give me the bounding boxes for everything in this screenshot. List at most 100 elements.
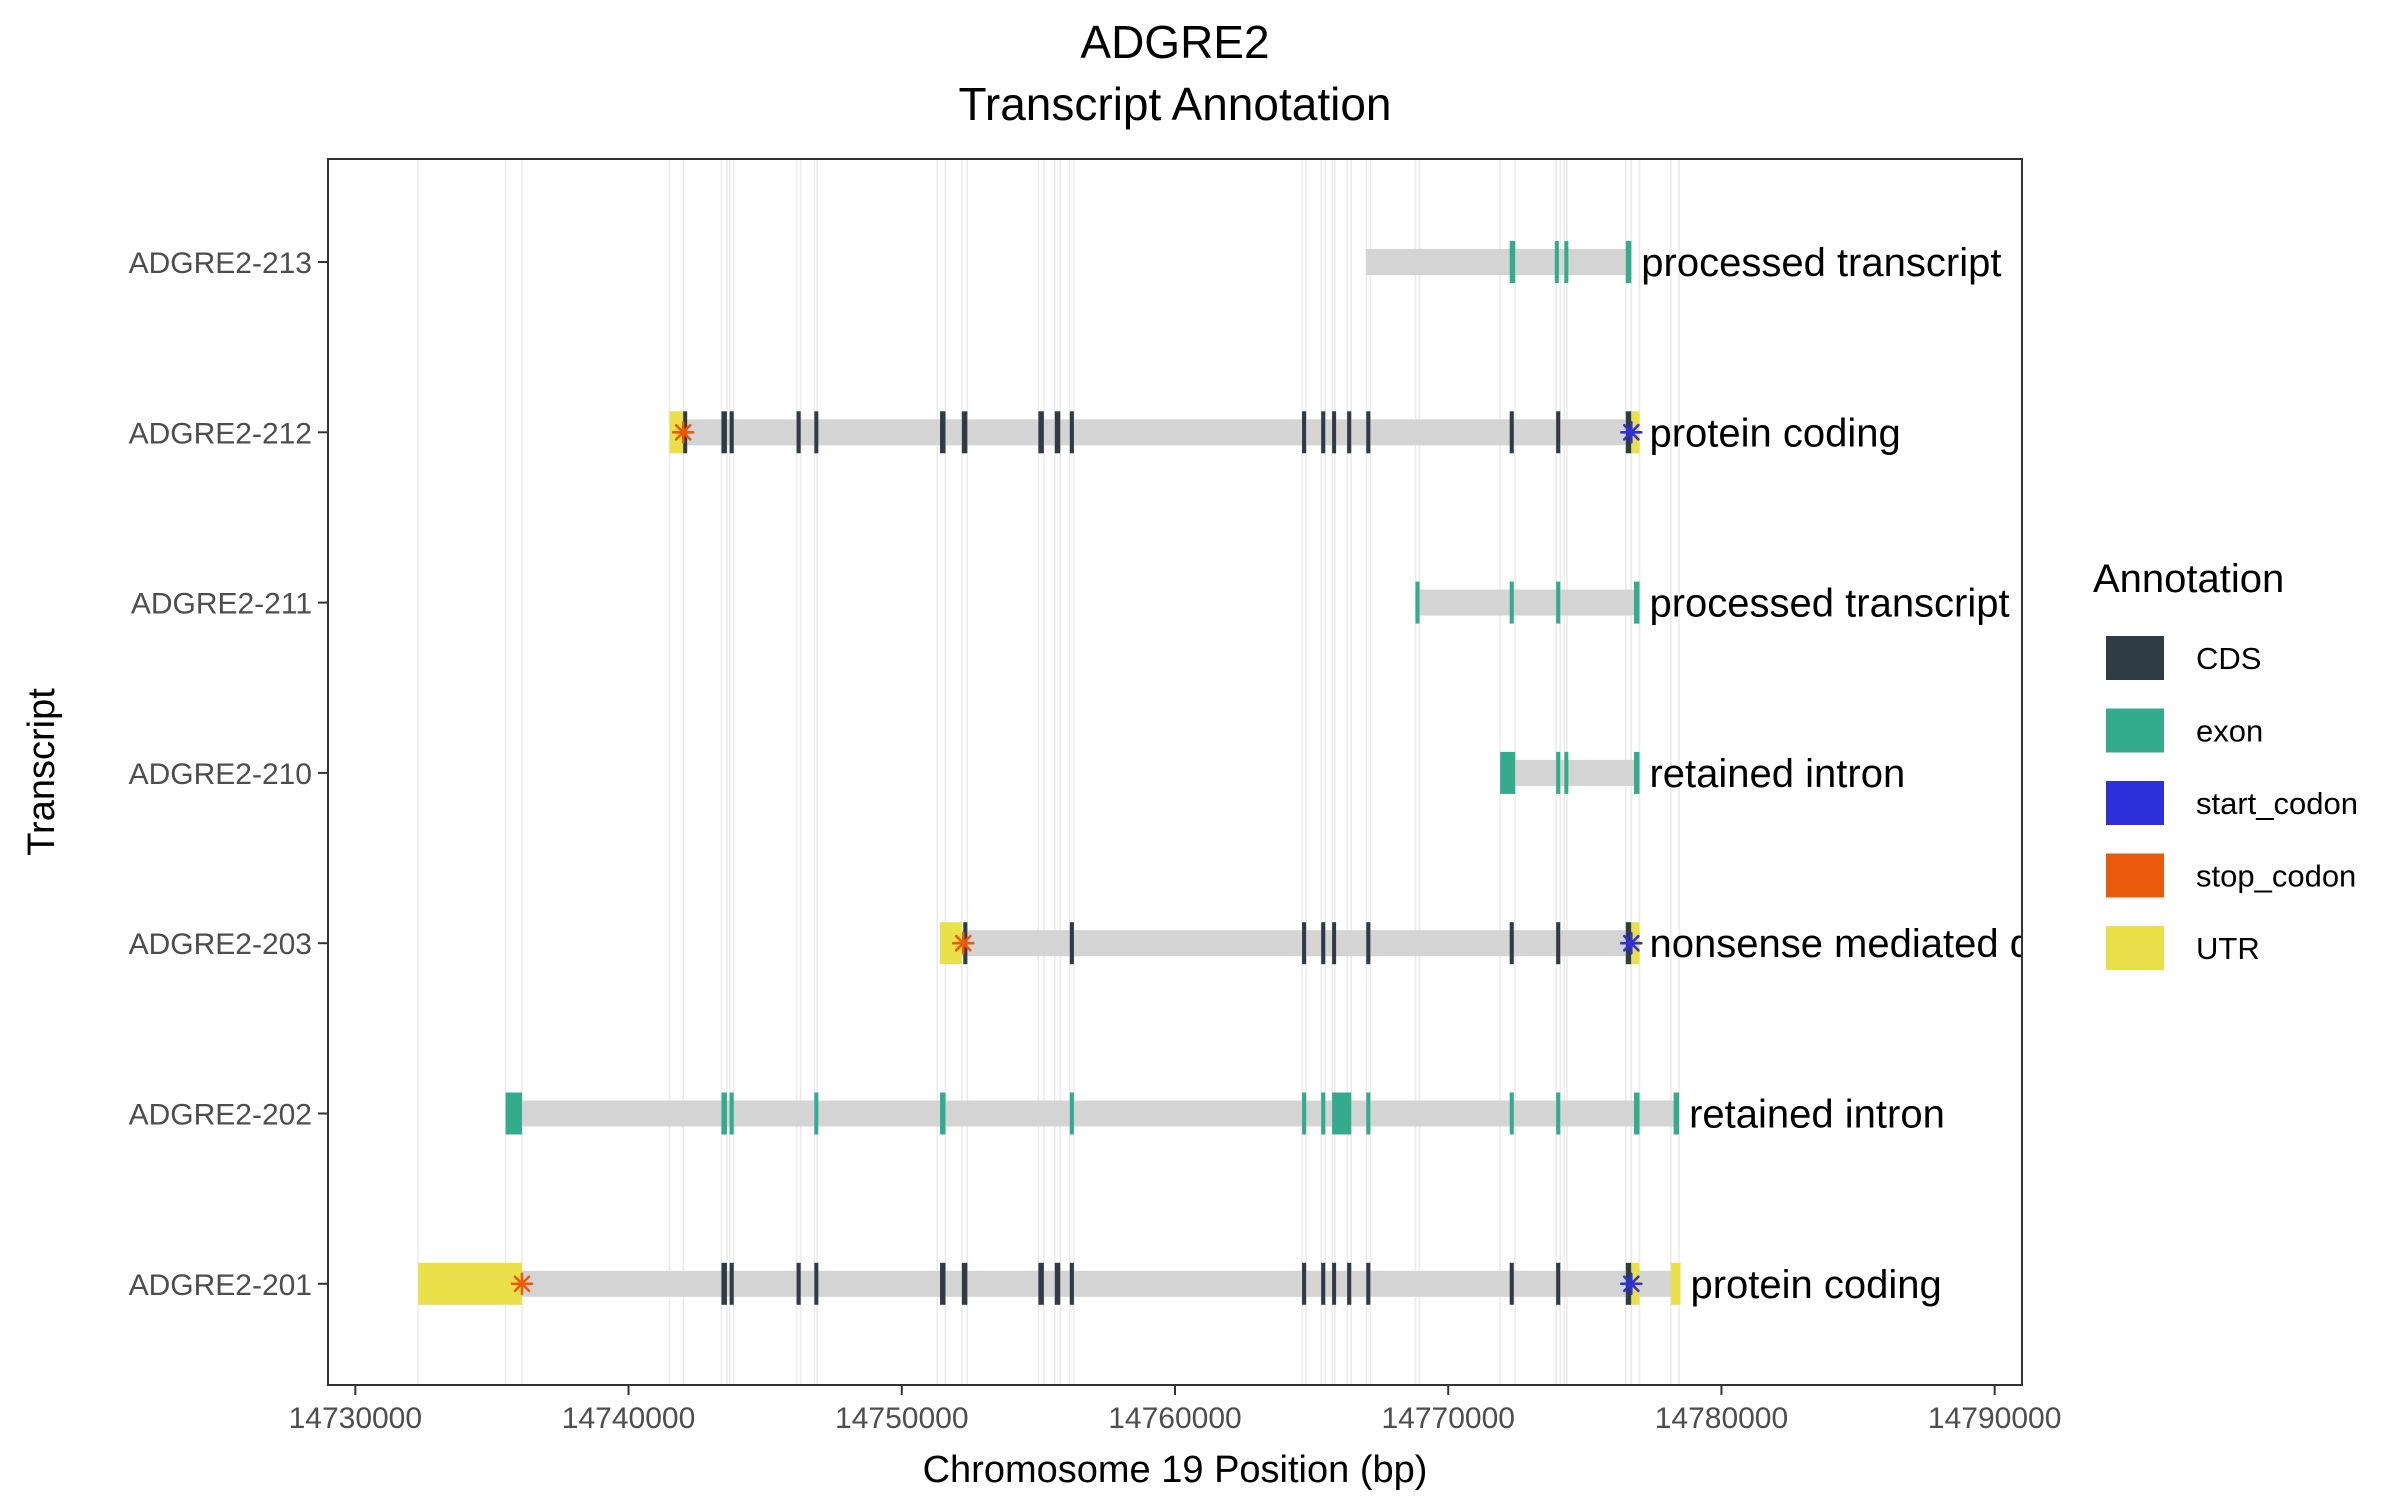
cds-block	[1509, 922, 1514, 965]
transcript-backbone	[669, 419, 1640, 446]
cds-block	[1347, 411, 1352, 454]
legend-swatch	[2106, 636, 2164, 680]
exon-block	[1509, 1092, 1514, 1135]
transcript-adgre2-210: retained intron	[1500, 751, 1905, 796]
exon-block	[1564, 241, 1569, 283]
legend-swatch	[2106, 926, 2164, 970]
transcript-adgre2-201: protein coding	[418, 1262, 1942, 1307]
cds-block	[940, 411, 946, 454]
biotype-label: protein coding	[1649, 411, 1900, 455]
exon-block	[1069, 1092, 1074, 1135]
y-axis-title: Transcript	[21, 688, 63, 856]
cds-block	[1321, 411, 1326, 454]
start-codon-marker	[1619, 931, 1643, 955]
utr-block	[418, 1262, 522, 1305]
exon-block	[1634, 1092, 1640, 1135]
cds-block	[1366, 922, 1371, 965]
cds-block	[1556, 922, 1561, 965]
transcript-tracks: processed transcript protein coding proces…	[418, 241, 2022, 1307]
cds-block	[961, 1262, 968, 1305]
cds-block	[1069, 922, 1074, 965]
cds-block	[1069, 1262, 1074, 1305]
legend-swatch	[2106, 708, 2164, 753]
utr-block	[1670, 1262, 1681, 1305]
legend-item-stop-codon: stop_codon	[2106, 853, 2356, 898]
stop-codon-marker	[671, 420, 695, 444]
cds-block	[1332, 1262, 1337, 1305]
stop-codon-marker	[510, 1272, 534, 1296]
x-axis: 14730000 14740000 14750000 14760000 14770000…	[289, 1385, 2061, 1435]
cds-block	[1556, 411, 1561, 454]
legend-label: stop_codon	[2196, 859, 2356, 894]
legend-title: Annotation	[2093, 557, 2284, 601]
transcript-backbone	[1366, 249, 1632, 275]
biotype-label: protein coding	[1690, 1263, 1941, 1307]
cds-block	[1054, 1262, 1061, 1305]
transcript-adgre2-211: processed transcript	[1415, 581, 2010, 626]
x-tick-label: 14760000	[1108, 1402, 1241, 1435]
transcript-adgre2-212: protein coding	[669, 411, 1901, 455]
exon-block	[1625, 241, 1632, 283]
exon-block	[1321, 1092, 1326, 1135]
x-tick-label: 14750000	[835, 1402, 968, 1435]
biotype-label: processed transcript	[1641, 241, 2001, 285]
legend-item-start-codon: start_codon	[2106, 781, 2358, 825]
y-tick-label: ADGRE2-213	[129, 247, 312, 280]
cds-block	[729, 411, 734, 454]
transcript-adgre2-203: nonsense mediated decay	[940, 922, 2022, 966]
y-tick-label: ADGRE2-210	[129, 758, 312, 791]
x-axis-title: Chromosome 19 Position (bp)	[923, 1449, 1428, 1491]
legend-item-utr: UTR	[2106, 926, 2260, 970]
exon-block	[1564, 751, 1569, 794]
transcript-adgre2-202: retained intron	[505, 1092, 1945, 1137]
x-tick-label: 14780000	[1655, 1402, 1788, 1435]
utr-block	[940, 922, 962, 965]
cds-block	[1069, 411, 1074, 454]
exon-block	[1673, 1092, 1680, 1135]
legend-swatch	[2106, 853, 2164, 898]
cds-block	[1366, 1262, 1371, 1305]
x-tick-label: 14790000	[1928, 1402, 2061, 1435]
exon-block	[729, 1092, 734, 1135]
cds-block	[814, 411, 819, 454]
exon-block	[1500, 751, 1516, 794]
exon-block	[721, 1092, 727, 1135]
legend-label: exon	[2196, 714, 2263, 749]
legend-item-exon: exon	[2106, 708, 2263, 753]
legend-swatch	[2106, 781, 2164, 825]
cds-block	[1509, 411, 1514, 454]
cds-block	[1556, 1262, 1561, 1305]
y-tick-label: ADGRE2-212	[129, 417, 312, 450]
cds-block	[1302, 1262, 1307, 1305]
cds-block	[1038, 411, 1044, 454]
x-tick-label: 14770000	[1381, 1402, 1514, 1435]
exon-block	[1332, 1092, 1352, 1135]
exon-block	[814, 1092, 819, 1135]
exon-block	[1556, 1092, 1561, 1135]
biotype-label: retained intron	[1649, 752, 1905, 796]
cds-block	[721, 411, 727, 454]
cds-block	[1054, 411, 1061, 454]
exon-block	[1554, 241, 1559, 283]
cds-block	[796, 411, 801, 454]
legend-label: CDS	[2196, 641, 2261, 676]
exon-block	[1556, 581, 1561, 624]
transcript-backbone	[940, 930, 1640, 957]
x-tick-label: 14730000	[289, 1402, 422, 1435]
cds-block	[814, 1262, 819, 1305]
exon-block	[1634, 581, 1640, 624]
y-tick-label: ADGRE2-202	[129, 1099, 312, 1132]
legend-label: start_codon	[2196, 786, 2358, 821]
cds-block	[1366, 411, 1371, 454]
exon-block	[1556, 751, 1561, 794]
cds-block	[721, 1262, 727, 1305]
biotype-label: processed transcript	[1649, 582, 2009, 626]
exon-block	[1634, 751, 1640, 794]
cds-block	[1302, 411, 1307, 454]
cds-block	[1302, 922, 1307, 965]
exon-block	[940, 1092, 946, 1135]
start-codon-marker	[1619, 1272, 1643, 1296]
transcript-backbone	[418, 1270, 1681, 1297]
cds-block	[729, 1262, 734, 1305]
y-axis: ADGRE2-213 ADGRE2-212 ADGRE2-211 ADGRE2-210…	[129, 247, 328, 1302]
